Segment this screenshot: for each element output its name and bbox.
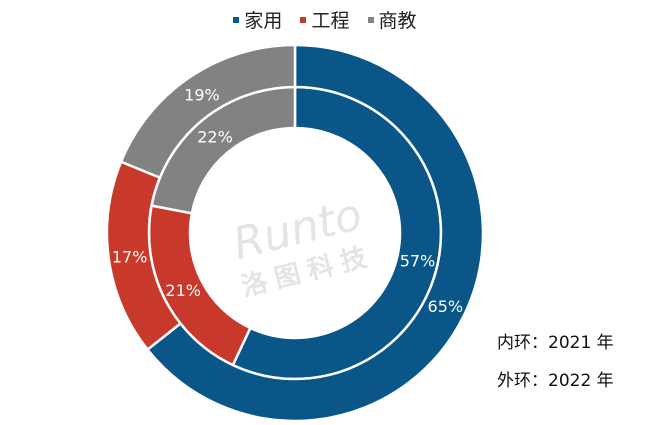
outer-ring-slice-0 (145, 43, 485, 423)
inner-ring-label-0: 57% (400, 251, 436, 270)
inner-ring-label-1: 21% (165, 281, 201, 300)
outer-ring-note: 外环：2022 年 (497, 371, 614, 391)
legend: 家用 工程 商教 (0, 6, 650, 33)
legend-swatch (233, 16, 240, 23)
legend-item-home: 家用 (233, 10, 282, 32)
legend-swatch (367, 16, 374, 23)
inner-ring-note: 内环：2021 年 (497, 333, 614, 353)
legend-item-engineering: 工程 (300, 10, 350, 32)
legend-label: 家用 (244, 10, 283, 32)
legend-swatch (300, 16, 307, 23)
inner-ring-label-2: 22% (197, 127, 233, 146)
outer-ring-slice-2 (119, 43, 297, 180)
legend-label: 工程 (311, 10, 350, 32)
watermark: Runto 洛图科技 (228, 189, 378, 303)
outer-ring-label-0: 65% (428, 297, 464, 316)
outer-ring-label-2: 19% (184, 85, 220, 104)
outer-ring-label-1: 17% (112, 247, 148, 266)
legend-label: 商教 (378, 10, 417, 32)
legend-item-education: 商教 (367, 10, 417, 32)
